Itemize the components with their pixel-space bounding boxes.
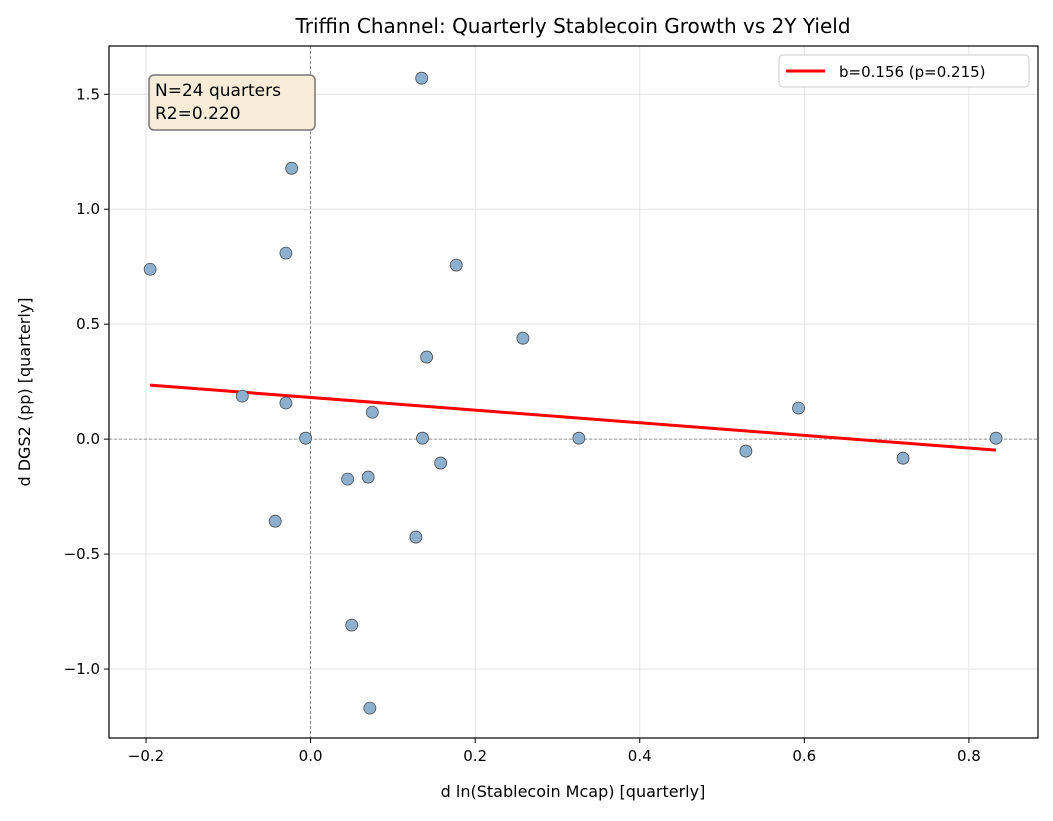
- data-point: [572, 431, 586, 445]
- legend: b=0.156 (p=0.215): [778, 54, 1030, 88]
- plot-frame: [108, 45, 1039, 739]
- data-point: [285, 161, 299, 175]
- data-point: [409, 530, 423, 544]
- data-point: [279, 246, 293, 260]
- data-point: [434, 456, 448, 470]
- points: [143, 71, 1003, 715]
- data-point: [896, 451, 910, 465]
- y-tick-label: 1.0: [76, 200, 100, 218]
- annotation-background: [148, 74, 316, 131]
- data-point: [416, 431, 429, 445]
- y-tick-label: 0.0: [76, 430, 100, 448]
- legend-label: b=0.156 (p=0.215): [839, 63, 986, 81]
- data-point: [739, 444, 753, 458]
- data-point: [449, 258, 463, 272]
- data-point: [361, 470, 375, 484]
- chart-title: Triffin Channel: Quarterly Stablecoin Gr…: [294, 14, 850, 38]
- data-point: [341, 472, 355, 486]
- fit-line-group: [150, 383, 997, 452]
- data-point: [235, 389, 249, 403]
- y-tick-label: 1.5: [76, 85, 100, 103]
- annotation-line-1: N=24 quarters: [155, 81, 281, 101]
- x-tick-label: 0.4: [628, 747, 652, 765]
- x-tick-label: 0.2: [463, 747, 487, 765]
- data-point: [420, 350, 434, 364]
- y-tick-label: −1.0: [64, 660, 100, 678]
- data-point: [989, 431, 1003, 445]
- data-point: [516, 331, 530, 345]
- y-tick-label: 0.5: [76, 315, 100, 333]
- y-tick-label: −0.5: [64, 545, 100, 563]
- data-point: [345, 618, 359, 632]
- y-axis-label: d DGS2 (pp) [quarterly]: [15, 297, 34, 486]
- data-point: [268, 514, 282, 528]
- annotation-line-2: R2=0.220: [155, 104, 241, 124]
- x-tick-label: 0.0: [299, 747, 323, 765]
- ticks: −0.2 0.0 0.2 0.4 0.6 0.8 −1.0 −0.5 0.0 0.5 1.0 1.5: [64, 85, 981, 765]
- data-point: [363, 701, 377, 715]
- x-axis-label: d ln(Stablecoin Mcap) [quarterly]: [441, 782, 706, 801]
- data-point: [299, 431, 313, 445]
- annotation-box: N=24 quarters R2=0.220: [148, 74, 316, 131]
- x-tick-label: 0.8: [957, 747, 981, 765]
- x-tick-label: −0.2: [128, 747, 164, 765]
- reference-lines: [109, 46, 1038, 738]
- data-point: [792, 401, 805, 415]
- legend-box: [778, 54, 1030, 88]
- x-tick-label: 0.6: [792, 747, 816, 765]
- data-point: [365, 405, 379, 419]
- data-point: [143, 262, 157, 276]
- regression-line: [150, 383, 997, 452]
- data-point: [415, 71, 429, 85]
- data-point: [279, 396, 293, 410]
